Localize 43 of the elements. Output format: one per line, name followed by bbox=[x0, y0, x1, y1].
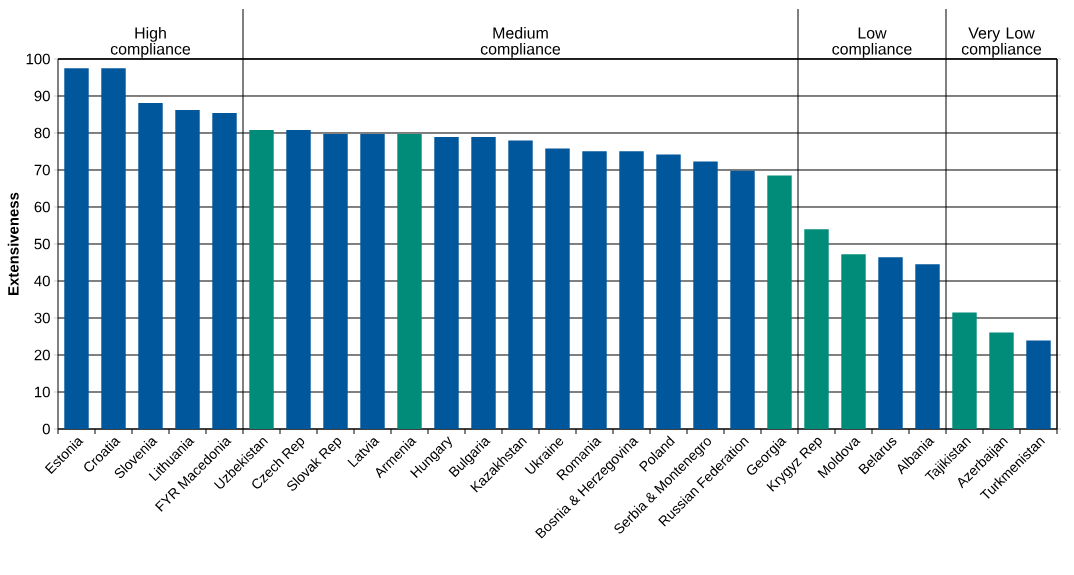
bar bbox=[804, 229, 829, 429]
bar bbox=[360, 134, 385, 429]
bar bbox=[508, 140, 533, 429]
y-tick-label: 70 bbox=[34, 164, 50, 176]
y-tick-label: 90 bbox=[34, 90, 50, 102]
bar bbox=[619, 151, 644, 429]
y-tick-label: 40 bbox=[34, 275, 50, 287]
y-tick-label: 100 bbox=[26, 53, 50, 65]
y-tick-label: 50 bbox=[34, 238, 50, 250]
bar bbox=[767, 175, 792, 429]
bar bbox=[989, 332, 1014, 429]
bar bbox=[1026, 340, 1051, 429]
bar bbox=[64, 68, 89, 429]
bar bbox=[545, 148, 570, 429]
bar bbox=[952, 312, 977, 429]
bar bbox=[693, 161, 718, 429]
y-tick-label: 30 bbox=[34, 312, 50, 324]
bar bbox=[212, 113, 237, 429]
bar bbox=[878, 257, 903, 429]
y-tick-label: 60 bbox=[34, 201, 50, 213]
bar bbox=[656, 154, 681, 429]
bar bbox=[397, 134, 422, 429]
bar bbox=[249, 130, 274, 429]
bar bbox=[323, 134, 348, 429]
y-tick-label: 10 bbox=[35, 386, 50, 398]
bar bbox=[582, 151, 607, 429]
bar bbox=[471, 137, 496, 429]
bar bbox=[730, 170, 755, 429]
y-axis-title: Extensiveness bbox=[7, 192, 19, 295]
text: Medium compliance bbox=[480, 27, 561, 58]
y-tick-label: 80 bbox=[34, 127, 50, 139]
bar bbox=[841, 254, 866, 429]
text: Very Low compliance bbox=[961, 27, 1042, 58]
text: Low compliance bbox=[832, 27, 912, 58]
text: High compliance bbox=[110, 27, 191, 58]
bar bbox=[101, 68, 126, 429]
bar bbox=[915, 264, 940, 429]
y-tick-label: 0 bbox=[42, 423, 50, 435]
bar bbox=[175, 110, 200, 429]
bar bbox=[138, 103, 163, 429]
y-tick-label: 20 bbox=[34, 349, 50, 361]
bar bbox=[434, 137, 459, 429]
bar bbox=[286, 130, 311, 429]
